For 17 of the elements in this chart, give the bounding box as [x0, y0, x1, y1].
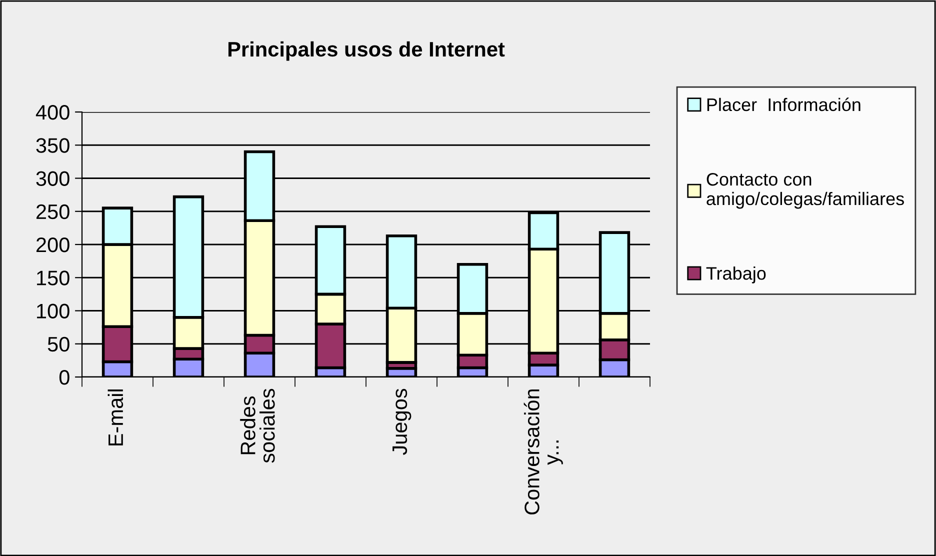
- y-tick-label: 200: [36, 238, 70, 252]
- y-tick-label: 250: [36, 204, 70, 220]
- x-tick-label: Redes sociales: [240, 388, 275, 463]
- y-tick-label: 150: [37, 270, 70, 286]
- legend-label: Placer Información: [707, 98, 860, 112]
- y-tick-label: 0: [59, 370, 70, 385]
- y-tick-label: 50: [48, 336, 70, 352]
- y-tick-label: 400: [36, 105, 70, 120]
- y-tick-label: 300: [36, 171, 70, 186]
- legend-label: Contacto con amigo/colegas/familiares: [706, 172, 904, 209]
- legend-label: Trabajo: [706, 266, 766, 284]
- x-tick-label: E-mail: [108, 390, 124, 446]
- x-tick-label: Conversación y...: [524, 389, 563, 514]
- chart-title: Principales usos de Internet: [228, 41, 505, 61]
- y-tick-label: 350: [36, 138, 70, 153]
- x-tick-label: Juegos: [392, 388, 412, 455]
- y-tick-label: 100: [37, 304, 70, 319]
